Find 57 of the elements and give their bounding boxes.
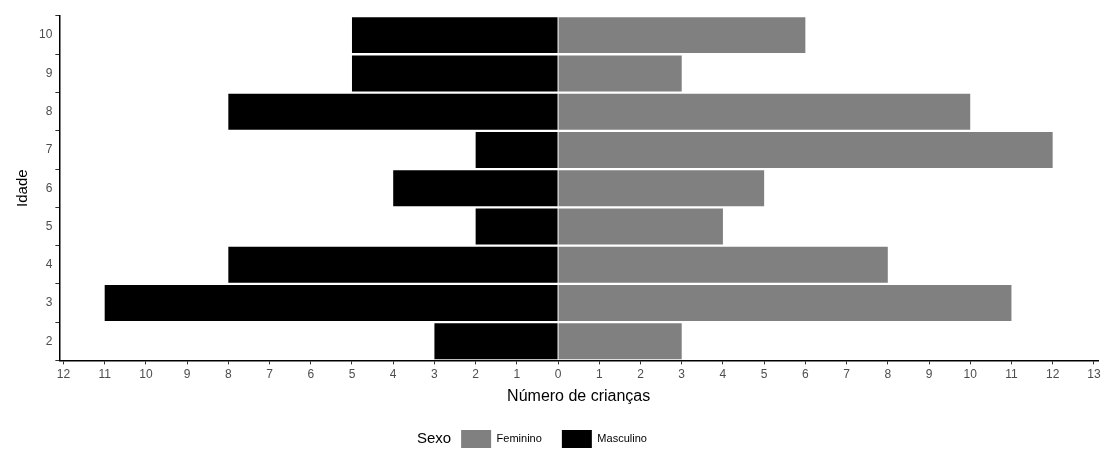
- bar: [558, 17, 806, 54]
- bar: [558, 170, 765, 207]
- bar: [558, 131, 1053, 168]
- x-tick-label: 8: [224, 366, 232, 381]
- x-tick-label: 11: [98, 366, 112, 381]
- bar: [228, 246, 558, 283]
- x-tick-label: 7: [266, 366, 274, 381]
- y-tick-label: 9: [45, 65, 53, 80]
- x-tick-label: 6: [307, 366, 315, 381]
- bar: [104, 285, 558, 321]
- y-tick-label: 3: [45, 295, 53, 310]
- x-tick-label: 6: [802, 366, 810, 381]
- x-tick-label: 13: [1087, 366, 1101, 381]
- bar: [558, 208, 723, 245]
- y-axis-title: Idade: [13, 169, 31, 207]
- x-tick-label: 9: [183, 366, 191, 381]
- bar: [558, 285, 1012, 321]
- y-tick-label: 8: [45, 103, 53, 118]
- x-tick-label: 9: [925, 366, 933, 381]
- x-tick-label: 3: [431, 366, 439, 381]
- x-tick-label: 2: [472, 366, 480, 381]
- x-tick-label: 1: [595, 366, 603, 381]
- y-tick-label: 2: [45, 333, 53, 348]
- x-tick-label: 10: [963, 366, 978, 381]
- x-tick-label: 1: [513, 366, 521, 381]
- bar: [558, 246, 888, 283]
- x-tick-label: 7: [843, 366, 851, 381]
- x-tick-label: 4: [389, 366, 397, 381]
- bar: [351, 55, 558, 92]
- bar: [393, 170, 558, 207]
- bar: [228, 93, 558, 130]
- x-tick-label: 10: [139, 366, 153, 381]
- bar: [558, 323, 682, 360]
- x-tick-label: 0: [554, 366, 562, 381]
- x-tick-label: 3: [678, 366, 686, 381]
- legend-title: Sexo: [416, 429, 452, 447]
- bar: [558, 55, 682, 92]
- y-tick-label: 10: [38, 27, 53, 42]
- legend-label: Feminino: [496, 432, 542, 445]
- x-tick-label: 12: [56, 366, 71, 381]
- bar: [475, 208, 558, 245]
- bar: [475, 131, 558, 168]
- x-tick-label: 4: [719, 366, 727, 381]
- x-tick-label: 8: [884, 366, 892, 381]
- x-tick-label: 5: [348, 366, 356, 381]
- x-tick-label: 12: [1045, 366, 1060, 381]
- y-tick-label: 6: [45, 180, 53, 195]
- bar: [351, 17, 558, 54]
- x-axis-title: Número de crianças: [507, 386, 651, 404]
- x-tick-label: 5: [760, 366, 768, 381]
- bar: [558, 93, 971, 130]
- x-tick-label: 11: [1005, 366, 1018, 381]
- y-tick-label: 4: [45, 257, 53, 272]
- y-tick-label: 7: [45, 142, 53, 157]
- x-tick-label: 2: [637, 366, 645, 381]
- y-tick-label: 5: [45, 218, 53, 233]
- legend-label: Masculino: [597, 432, 647, 445]
